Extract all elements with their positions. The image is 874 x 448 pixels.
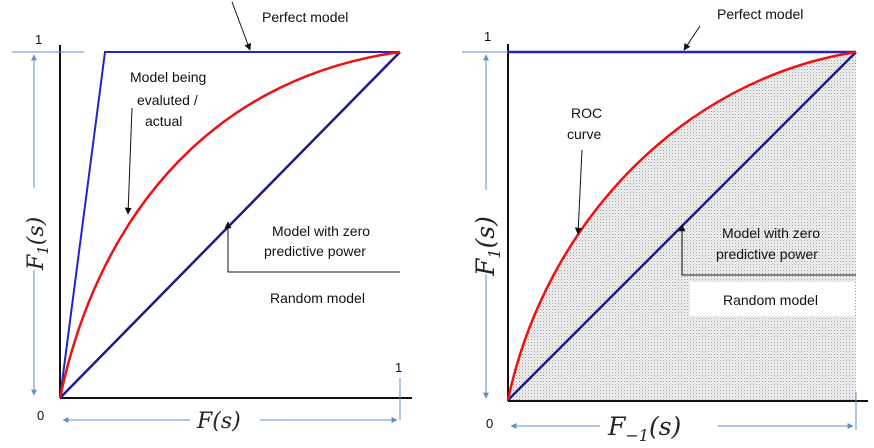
right-origin-label: 0: [486, 416, 493, 431]
left-model-label-line1: Model being: [130, 69, 206, 85]
left-model-arrow: [124, 107, 133, 215]
right-roc-label-line1: ROC: [571, 105, 602, 121]
right-roc-curve: [506, 50, 857, 401]
left-y-one-label: 1: [35, 32, 42, 47]
right-x-axis-letter: F: [607, 412, 627, 441]
right-y-axis-sub: 1: [485, 248, 504, 258]
right-x-axis-sub: −1: [625, 426, 649, 445]
left-x-axis-label: F(s): [196, 409, 241, 434]
right-y-axis-arg: (s): [471, 216, 500, 248]
right-x-axis-label: F−1(s): [607, 412, 681, 445]
left-y-axis-letter: F: [24, 254, 49, 271]
right-perfect-model-label: Perfect model: [717, 6, 803, 22]
left-zero-power-arrow: [224, 221, 400, 273]
left-y-axis-arg: (s): [24, 217, 49, 245]
left-zero-power-line1: Model with zero: [272, 223, 370, 239]
right-random-model-label: Random model: [723, 292, 818, 308]
left-origin-label: 0: [37, 408, 44, 423]
right-y-axis-letter: F: [471, 257, 500, 277]
right-roc-label-line2: curve: [567, 126, 601, 142]
right-zero-power-line1: Model with zero: [722, 225, 820, 241]
right-zero-power-arrow: [678, 224, 856, 276]
right-panel: Perfect model ROC curve Model with zero …: [462, 6, 868, 445]
right-roc-arrow: [574, 149, 583, 235]
left-y-axis-label: F1(s): [24, 217, 52, 271]
right-y-one-label: 1: [484, 29, 491, 44]
left-zero-power-line2: predictive power: [264, 243, 366, 259]
left-perfect-model-label: Perfect model: [262, 9, 348, 25]
left-random-model-label: Random model: [270, 290, 365, 306]
left-model-label-line3: actual: [145, 113, 182, 129]
left-panel: Perfect model Model being evaluted / act…: [12, 1, 412, 434]
left-perfect-arrow: [231, 1, 252, 51]
right-perfect-arrow: [683, 25, 701, 51]
left-model-label-line2: evaluted /: [137, 92, 198, 108]
left-perfect-model-line: [59, 51, 400, 399]
right-zero-power-line2: predictive power: [716, 246, 818, 262]
left-y-axis-sub: 1: [34, 245, 52, 255]
right-y-axis-label: F1(s): [471, 216, 504, 277]
left-model-curve: [58, 50, 401, 399]
right-x-axis-arg: (s): [649, 412, 681, 441]
left-x-one-label: 1: [395, 360, 402, 375]
